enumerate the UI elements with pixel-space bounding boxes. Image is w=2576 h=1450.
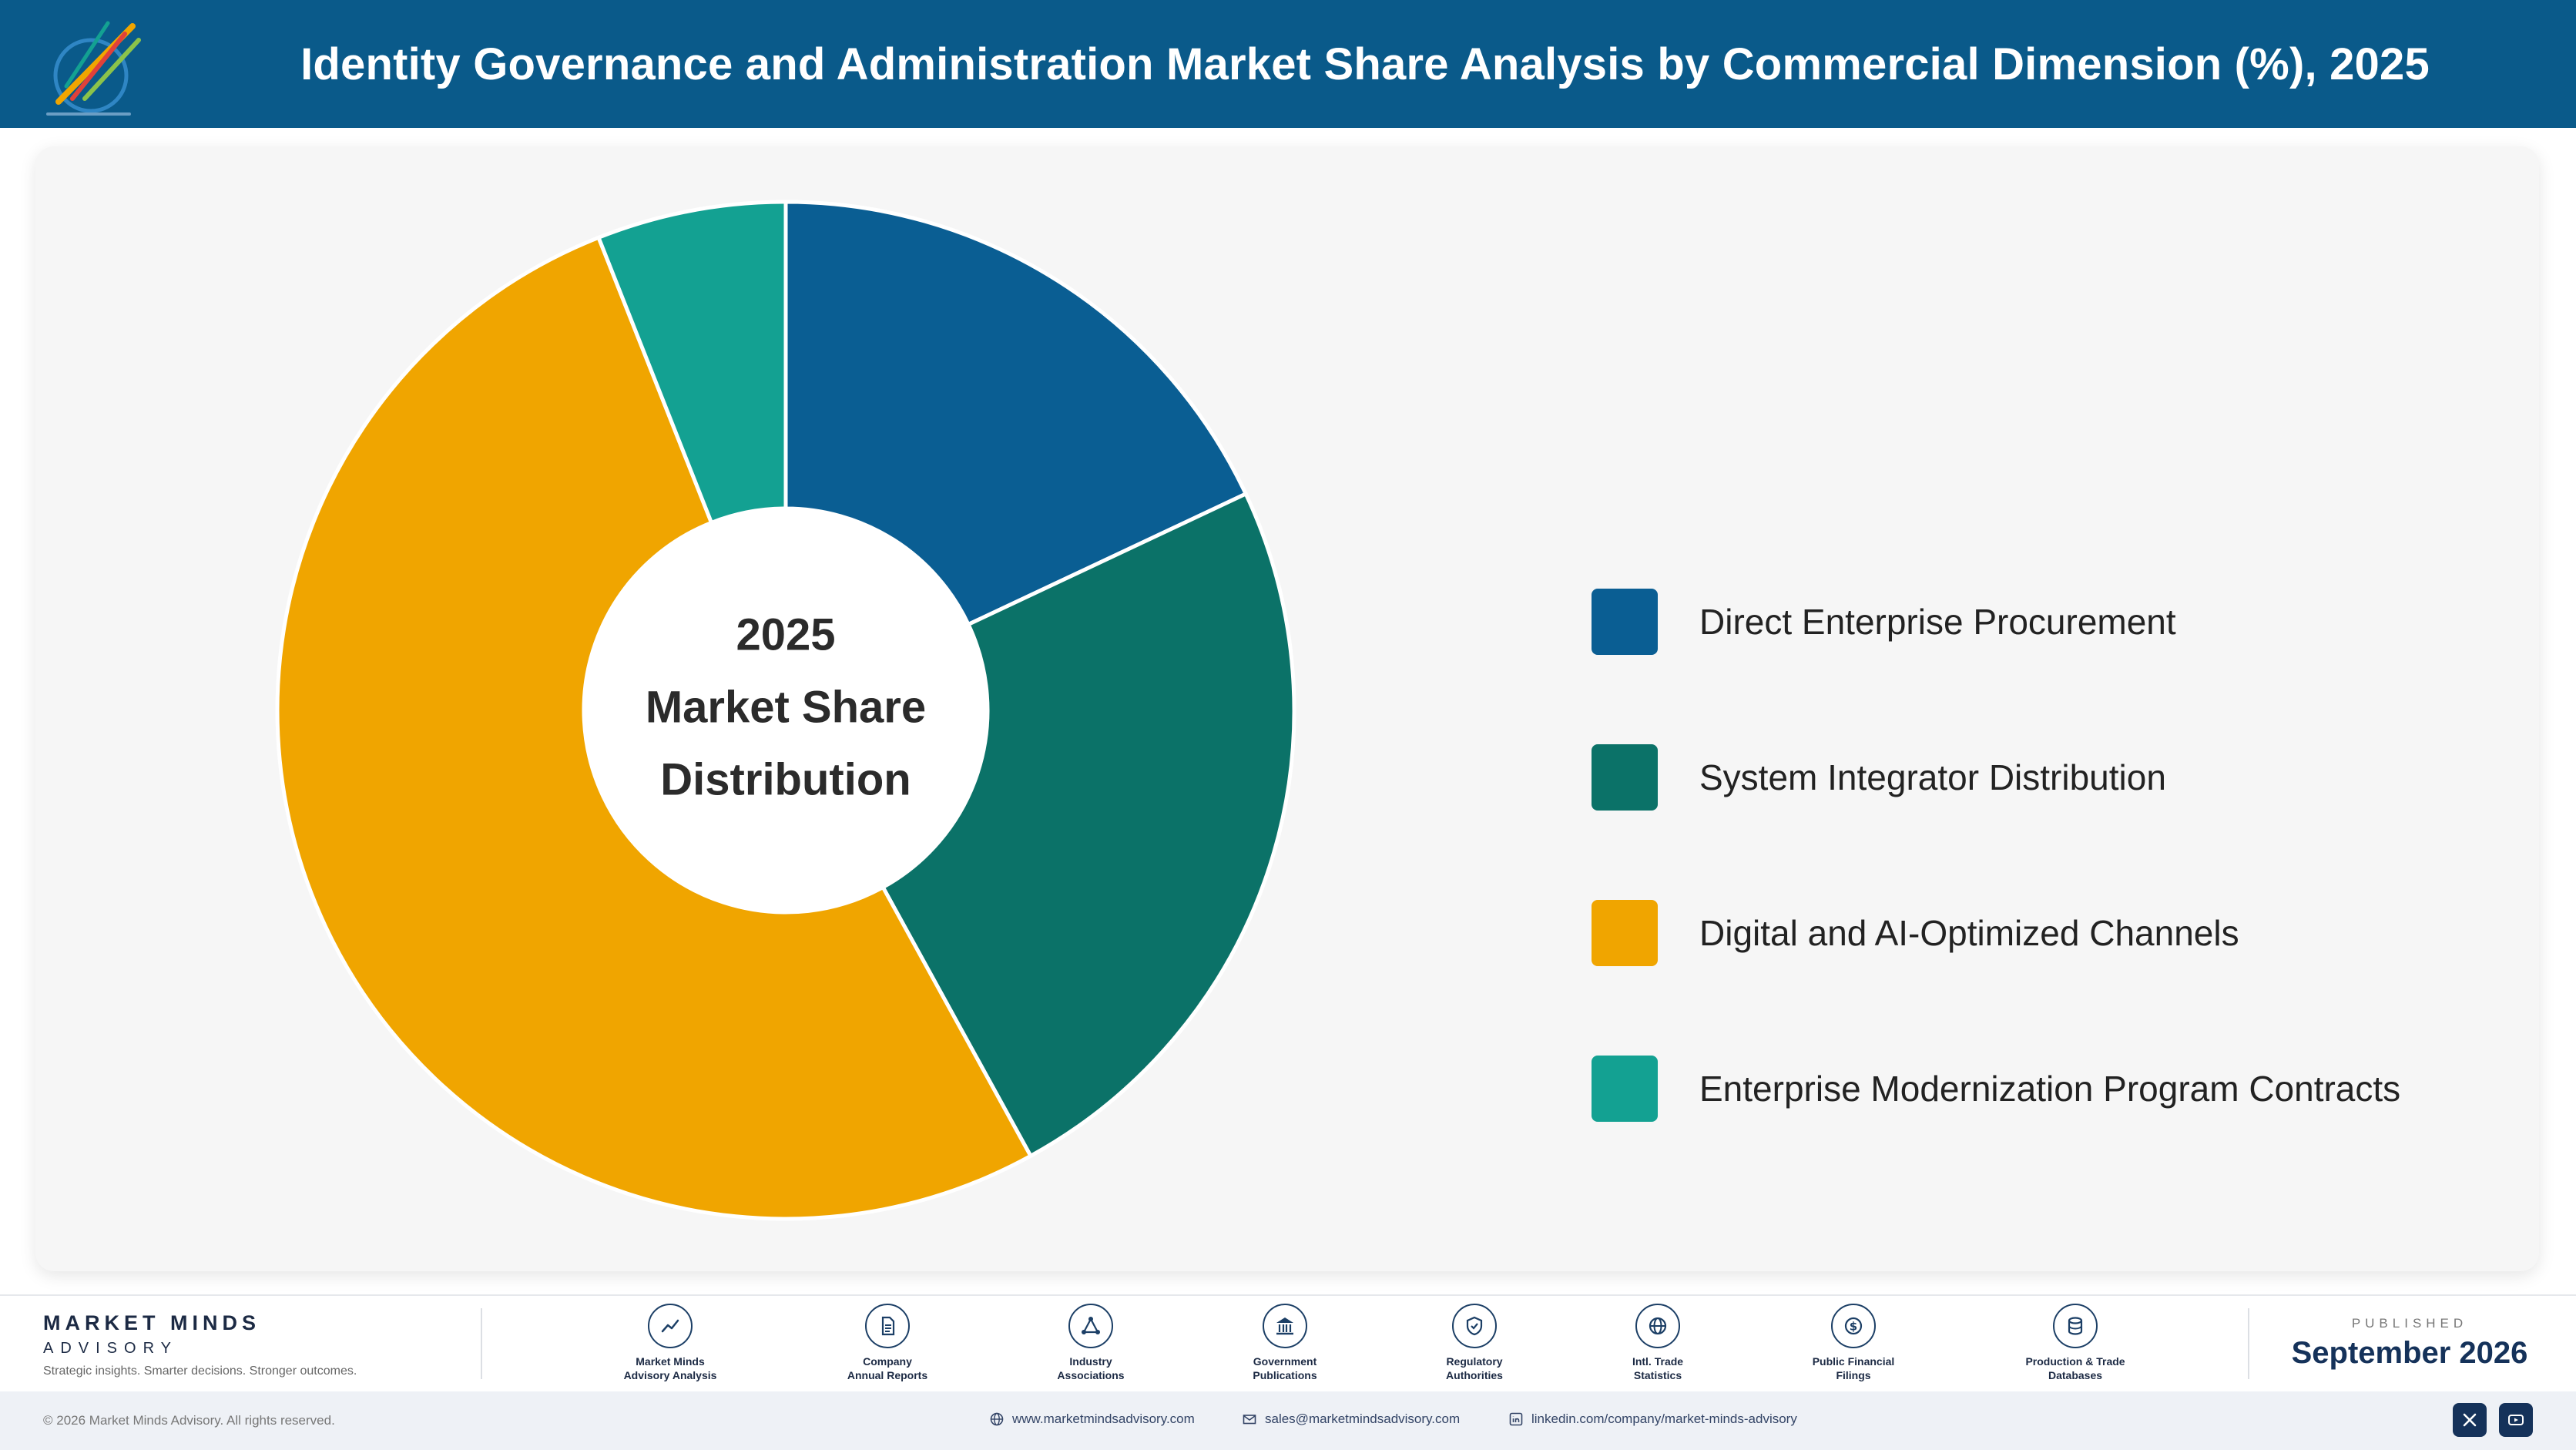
divider xyxy=(481,1308,482,1379)
chart-card: 2025 Market Share Distribution Direct Ente… xyxy=(35,146,2539,1271)
donut-chart: 2025 Market Share Distribution xyxy=(275,200,1296,1221)
legend-swatch xyxy=(1592,589,1658,655)
source-label: Annual Reports xyxy=(847,1369,928,1381)
brand-tagline: Strategic insights. Smarter decisions. S… xyxy=(43,1364,357,1378)
source-item: Government Publications xyxy=(1208,1304,1362,1382)
website-text: www.marketmindsadvisory.com xyxy=(1012,1411,1195,1426)
published-label: PUBLISHED xyxy=(2351,1316,2468,1331)
source-item: Regulatory Authorities xyxy=(1397,1304,1551,1382)
source-label: Regulatory xyxy=(1446,1355,1503,1368)
source-label: Advisory Analysis xyxy=(623,1369,717,1381)
source-item: Industry Associations xyxy=(1014,1304,1168,1382)
source-item: $ Public Financial Filings xyxy=(1776,1304,1930,1382)
youtube-icon xyxy=(2508,1415,2524,1425)
website-link[interactable]: www.marketmindsadvisory.com xyxy=(989,1411,1195,1427)
legend-label: Direct Enterprise Procurement xyxy=(1699,602,2176,642)
brand-name: MARKET MINDS xyxy=(43,1311,260,1334)
document-icon xyxy=(865,1304,910,1348)
x-icon xyxy=(2463,1413,2477,1427)
legend-item: Direct Enterprise Procurement xyxy=(1592,588,2516,656)
source-label: Public Financial xyxy=(1812,1355,1895,1368)
network-icon xyxy=(1068,1304,1113,1348)
youtube-social-button[interactable] xyxy=(2499,1403,2533,1437)
source-label: Statistics xyxy=(1633,1369,1682,1381)
published-block: PUBLISHED September 2026 xyxy=(2286,1316,2533,1371)
x-social-button[interactable] xyxy=(2453,1403,2487,1437)
legend-item: Digital and AI-Optimized Channels xyxy=(1592,899,2516,967)
email-text: sales@marketmindsadvisory.com xyxy=(1265,1411,1461,1426)
linkedin-icon xyxy=(1509,1412,1523,1426)
source-label: Filings xyxy=(1836,1369,1871,1381)
source-label: Publications xyxy=(1253,1369,1317,1381)
source-item: Market Minds Advisory Analysis xyxy=(593,1304,747,1382)
source-label: Associations xyxy=(1057,1369,1125,1381)
divider xyxy=(2248,1308,2249,1379)
footer-sources-bar: MARKET MINDS ADVISORY Strategic insights… xyxy=(0,1294,2576,1391)
source-item: Production & Trade Databases xyxy=(1998,1304,2152,1382)
source-item: Intl. Trade Statistics xyxy=(1581,1304,1735,1382)
donut-center-label: Market Share xyxy=(646,682,926,732)
brand-subtitle: ADVISORY xyxy=(43,1340,178,1357)
legend-swatch xyxy=(1592,900,1658,966)
market-minds-logo-icon xyxy=(46,21,141,116)
legend-swatch xyxy=(1592,744,1658,811)
source-label: Intl. Trade xyxy=(1632,1355,1684,1368)
source-label: Company xyxy=(863,1355,912,1368)
linkedin-link[interactable]: linkedin.com/company/market-minds-adviso… xyxy=(1508,1411,1797,1427)
legend-label: Digital and AI-Optimized Channels xyxy=(1699,913,2239,953)
linkedin-text: linkedin.com/company/market-minds-adviso… xyxy=(1531,1411,1797,1426)
dollar-coin-icon: $ xyxy=(1831,1304,1876,1348)
legend-label: Enterprise Modernization Program Contrac… xyxy=(1699,1069,2401,1109)
shield-check-icon xyxy=(1452,1304,1497,1348)
globe-icon xyxy=(990,1412,1004,1426)
government-building-icon xyxy=(1263,1304,1307,1348)
source-label: Production & Trade xyxy=(2025,1355,2125,1368)
database-icon xyxy=(2053,1304,2098,1348)
published-date: September 2026 xyxy=(2291,1336,2528,1370)
source-label: Databases xyxy=(2048,1369,2103,1381)
legend-label: System Integrator Distribution xyxy=(1699,757,2166,797)
copyright-text: © 2026 Market Minds Advisory. All rights… xyxy=(43,1413,335,1428)
mail-icon xyxy=(1243,1415,1256,1425)
donut-center-label: 2025 xyxy=(736,609,835,660)
footer-contact-bar: © 2026 Market Minds Advisory. All rights… xyxy=(0,1391,2576,1450)
legend-item: System Integrator Distribution xyxy=(1592,743,2516,811)
legend-item: Enterprise Modernization Program Contrac… xyxy=(1592,1055,2516,1123)
source-label: Market Minds xyxy=(636,1355,705,1368)
email-link[interactable]: sales@marketmindsadvisory.com xyxy=(1242,1411,1460,1427)
source-label: Government xyxy=(1253,1355,1317,1368)
svg-text:$: $ xyxy=(1850,1320,1857,1334)
source-label: Industry xyxy=(1069,1355,1112,1368)
source-label: Authorities xyxy=(1446,1369,1503,1381)
page-title: Identity Governance and Administration M… xyxy=(300,39,2430,89)
donut-center-label: Distribution xyxy=(660,754,911,804)
legend-swatch xyxy=(1592,1056,1658,1122)
source-item: Company Annual Reports xyxy=(810,1304,964,1382)
globe-icon xyxy=(1635,1304,1680,1348)
header-bar: Identity Governance and Administration M… xyxy=(0,0,2576,128)
line-chart-icon xyxy=(648,1304,693,1348)
donut-center xyxy=(584,509,988,912)
